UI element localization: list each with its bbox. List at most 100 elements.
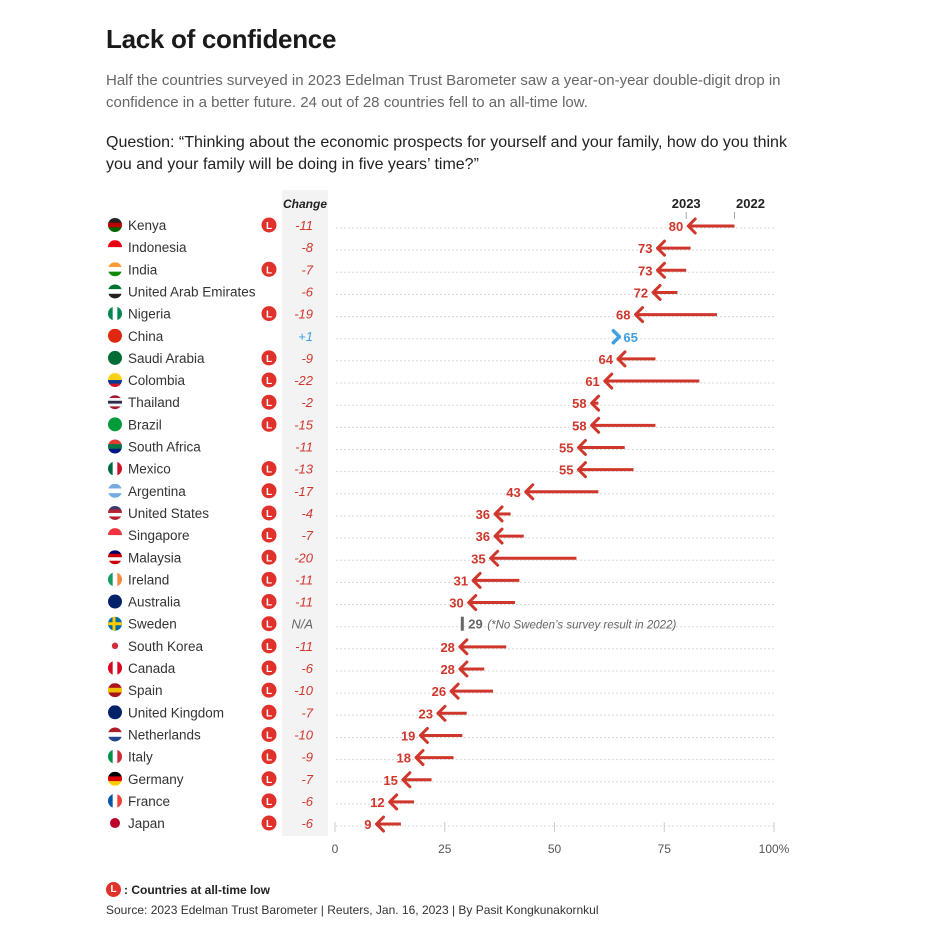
annotation-note: (*No Sweden’s survey result in 2022) <box>487 620 676 632</box>
value-label-2023: 55 <box>559 441 573 456</box>
arrow-head-left-icon <box>493 505 504 523</box>
change-value: -10 <box>294 683 314 698</box>
x-tick-label: 25 <box>438 842 452 856</box>
country-label: South Korea <box>128 639 204 654</box>
all-time-low-badge-label: L <box>266 686 272 697</box>
arrow-head-left-icon <box>576 439 587 456</box>
all-time-low-badge-icon <box>261 350 277 366</box>
all-time-low-badge-label: L <box>266 310 272 321</box>
country-label: South Africa <box>128 440 201 455</box>
country-label: Japan <box>128 816 165 831</box>
all-time-low-badge-label: L <box>266 376 272 387</box>
country-label: Sweden <box>128 617 177 632</box>
all-time-low-badge-icon <box>261 394 277 410</box>
arrow-head-left-icon <box>489 549 500 567</box>
value-marker-2023 <box>460 616 464 631</box>
value-label-2023: 36 <box>476 507 490 522</box>
all-time-low-badge-label: L <box>266 708 272 719</box>
arrow-head-left-icon <box>603 372 614 390</box>
all-time-low-badge-label: L <box>266 420 272 431</box>
country-label: Saudi Arabia <box>128 351 205 366</box>
chart-subtitle: Half the countries surveyed in 2023 Edel… <box>106 72 781 111</box>
mexico-flag-icon <box>108 461 122 476</box>
netherlands-flag-icon <box>108 727 122 742</box>
legend-label-2022: 2022 <box>736 196 765 211</box>
arrow-head-left-icon <box>401 771 412 789</box>
change-value: -17 <box>294 484 314 499</box>
argentina-flag-icon <box>108 483 122 498</box>
value-label-2023: 26 <box>432 684 446 699</box>
value-label-2023: 73 <box>638 263 652 278</box>
country-label: Italy <box>128 750 153 765</box>
value-label-2023: 61 <box>585 374 599 389</box>
country-label: Nigeria <box>128 307 171 322</box>
nigeria-flag-icon <box>108 306 122 321</box>
south-africa-flag-icon <box>108 439 122 454</box>
country-label: Mexico <box>128 462 171 477</box>
country-label: United Kingdom <box>128 705 224 720</box>
change-value: -6 <box>301 284 313 299</box>
change-value: -6 <box>301 661 313 676</box>
change-value: -11 <box>295 218 313 233</box>
change-value: -7 <box>301 705 313 720</box>
all-time-low-badge-label: L <box>266 598 272 609</box>
all-time-low-badge-icon <box>261 660 277 676</box>
change-value: -8 <box>301 240 313 255</box>
country-label: Australia <box>128 595 181 610</box>
all-time-low-badge-icon <box>261 726 277 742</box>
change-value: N/A <box>291 617 313 632</box>
change-value: -10 <box>294 727 314 742</box>
canada-flag-icon <box>108 661 122 675</box>
value-label-2023: 58 <box>572 418 586 433</box>
value-label-2023: 80 <box>669 219 683 234</box>
value-label-2023: 43 <box>506 485 520 500</box>
indonesia-flag-icon <box>108 240 122 255</box>
all-time-low-badge-label: L <box>266 487 272 498</box>
all-time-low-badge-label: L <box>266 465 272 476</box>
change-value: -13 <box>294 462 314 477</box>
all-time-low-badge-label: L <box>266 664 272 675</box>
change-value: -11 <box>295 440 313 455</box>
value-label-2023: 31 <box>454 573 468 588</box>
singapore-flag-icon <box>108 528 122 543</box>
country-label: Indonesia <box>128 240 187 255</box>
country-label: Canada <box>128 661 176 676</box>
all-time-low-badge-icon <box>261 749 277 765</box>
change-value: -15 <box>294 417 314 432</box>
legend-text: : Countries at all-time low <box>124 882 271 897</box>
country-label: Colombia <box>128 373 186 388</box>
change-value: -6 <box>301 816 313 831</box>
change-column-header: Change <box>283 197 327 211</box>
arrow-head-left-icon <box>651 283 662 301</box>
value-label-2023: 23 <box>419 706 433 721</box>
change-value: +1 <box>298 329 313 344</box>
x-tick-label: 50 <box>548 842 562 856</box>
all-time-low-badge-label: L <box>266 354 272 365</box>
all-time-low-badge-label: L <box>266 753 272 764</box>
source-note: Source: 2023 Edelman Trust Barometer | R… <box>106 903 599 917</box>
all-time-low-badge-icon <box>261 372 277 388</box>
change-value: -4 <box>301 506 313 521</box>
all-time-low-badge-label: L <box>266 398 272 409</box>
x-tick-label: 100% <box>759 842 790 856</box>
arrow-head-left-icon <box>524 483 535 501</box>
all-time-low-badge-icon <box>261 793 277 809</box>
arrow-head-left-icon <box>576 461 587 479</box>
value-label-2023: 36 <box>476 529 490 544</box>
all-time-low-badge-label: L <box>266 775 272 786</box>
country-label: Spain <box>128 683 163 698</box>
arrow-head-left-icon <box>686 217 697 235</box>
country-label: Argentina <box>128 484 186 499</box>
value-label-2023: 64 <box>598 352 613 367</box>
all-time-low-badge-label: L <box>266 819 272 830</box>
saudi-arabia-flag-icon <box>108 350 122 365</box>
malaysia-flag-icon <box>108 550 122 565</box>
change-value: -7 <box>301 262 313 277</box>
all-time-low-badge-label: L <box>266 221 272 232</box>
change-value: -9 <box>301 750 313 765</box>
country-label: China <box>128 329 164 344</box>
south-korea-flag-icon <box>108 638 122 653</box>
all-time-low-badge-icon <box>261 638 277 654</box>
arrow-head-left-icon <box>449 682 460 700</box>
